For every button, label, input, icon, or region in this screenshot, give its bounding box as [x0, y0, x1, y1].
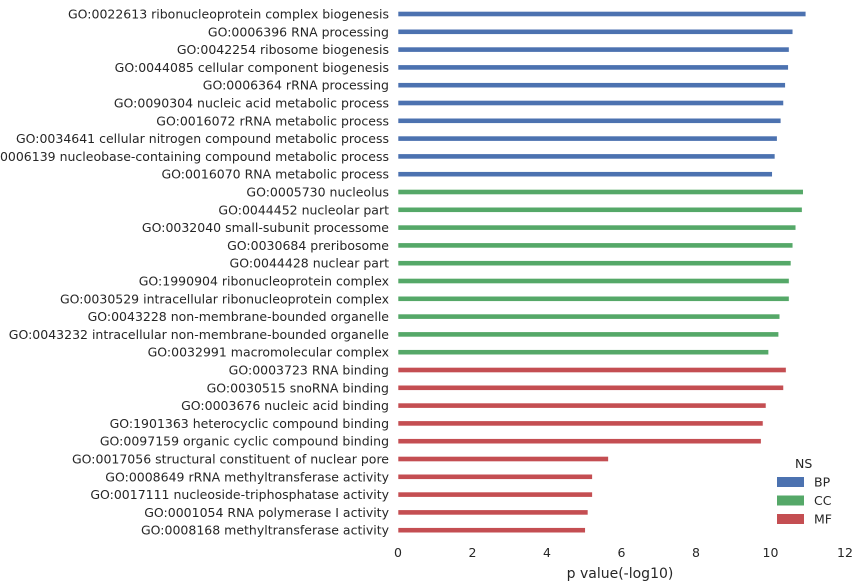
bar-mf	[397, 509, 589, 516]
bar-cc	[397, 206, 803, 213]
bar-bp	[397, 100, 784, 106]
category-label: GO:0044085 cellular component biogenesis	[115, 60, 389, 75]
category-label: GO:0017111 nucleoside-triphosphatase act…	[90, 487, 389, 502]
category-label: GO:0030515 snoRNA binding	[207, 380, 389, 395]
bar-bp	[397, 135, 778, 142]
bar-mf	[397, 527, 586, 534]
bar-cc	[397, 331, 779, 338]
bar-mf	[397, 420, 764, 427]
bars-group	[397, 11, 807, 534]
bar-cc	[397, 295, 790, 302]
category-label: GO:0032991 macromolecular complex	[148, 345, 389, 360]
x-tick-label: 10	[763, 545, 779, 560]
category-label: GO:1901363 heterocyclic compound binding	[110, 416, 389, 431]
x-tick-label: 6	[618, 545, 626, 560]
x-tick-label: 2	[469, 545, 477, 560]
bar-mf	[397, 473, 593, 480]
category-label: GO:0043228 non-membrane-bounded organell…	[88, 309, 390, 324]
bar-bp	[397, 153, 776, 160]
category-label: GO:0006364 rRNA processing	[203, 78, 389, 93]
bar-cc	[397, 313, 781, 320]
category-label: GO:0030684 preribosome	[227, 238, 389, 253]
category-label: GO:0008168 methyltransferase activity	[141, 523, 390, 538]
legend-title: NS	[795, 456, 812, 471]
x-tick-label: 4	[543, 545, 551, 560]
category-label: GO:0016070 RNA metabolic process	[161, 167, 389, 182]
x-tick-label: 8	[692, 545, 700, 560]
legend-swatch-bp	[777, 477, 804, 487]
category-label: GO:0042254 ribosome biogenesis	[177, 42, 389, 57]
bar-mf	[397, 367, 787, 373]
bar-mf	[397, 456, 609, 462]
category-label: GO:0003723 RNA binding	[229, 363, 389, 378]
bar-mf	[397, 384, 784, 391]
bar-mf	[397, 438, 762, 445]
bar-cc	[397, 189, 804, 195]
bar-bp	[397, 117, 782, 124]
category-label: GO:0044452 nucleolar part	[218, 202, 389, 217]
category-label: GO:1990904 ribonucleoprotein complex	[139, 274, 389, 289]
category-labels-group: GO:0022613 ribonucleoprotein complex bio…	[0, 7, 390, 538]
legend-swatch-mf	[777, 514, 804, 524]
legend-label-mf: MF	[814, 512, 832, 527]
bar-mf	[397, 491, 593, 498]
x-tick-label: 0	[394, 545, 402, 560]
bar-cc	[397, 260, 792, 267]
category-label: GO:0032040 small-subunit processome	[142, 220, 389, 235]
category-label: GO:0008649 rRNA methyltransferase activi…	[105, 469, 389, 484]
bar-cc	[397, 224, 797, 231]
bar-bp	[397, 82, 786, 89]
bar-cc	[397, 242, 794, 249]
x-axis-title: p value(-log10)	[567, 566, 674, 582]
category-label: GO:0001054 RNA polymerase I activity	[144, 505, 389, 520]
category-label: GO:0006396 RNA processing	[208, 24, 389, 39]
bar-bp	[397, 28, 794, 35]
bar-cc	[397, 278, 790, 284]
category-label: GO:0044428 nuclear part	[230, 256, 390, 271]
legend-label-cc: CC	[814, 493, 832, 508]
bar-bp	[397, 46, 790, 53]
category-label: GO:0017056 structural constituent of nuc…	[72, 452, 389, 467]
category-label: GO:0003676 nucleic acid binding	[181, 398, 389, 413]
x-axis-ticks-group: 0 2 4 6 8 10 12	[394, 545, 853, 560]
bar-cc	[397, 349, 769, 356]
category-label: GO:0022613 ribonucleoprotein complex bio…	[68, 7, 389, 22]
category-label: GO:0006139 nucleobase-containing compoun…	[0, 149, 389, 164]
bar-bp	[397, 64, 789, 71]
category-label: GO:0030529 intracellular ribonucleoprote…	[60, 291, 389, 306]
category-label: GO:0016072 rRNA metabolic process	[156, 113, 389, 128]
bar-bp	[397, 171, 773, 178]
x-tick-label: 12	[837, 545, 853, 560]
legend-label-bp: BP	[814, 475, 831, 490]
category-label: GO:0090304 nucleic acid metabolic proces…	[114, 96, 389, 111]
category-label: GO:0043232 intracellular non-membrane-bo…	[9, 327, 390, 342]
legend: NS BP CC MF	[777, 456, 832, 527]
category-label: GO:0034641 cellular nitrogen compound me…	[16, 131, 389, 146]
bar-bp	[397, 11, 807, 17]
category-label: GO:0005730 nucleolus	[246, 185, 389, 200]
bar-mf	[397, 402, 767, 409]
legend-items-group: BP CC MF	[777, 475, 832, 527]
category-label: GO:0097159 organic cyclic compound bindi…	[100, 434, 389, 449]
legend-swatch-cc	[777, 495, 804, 506]
